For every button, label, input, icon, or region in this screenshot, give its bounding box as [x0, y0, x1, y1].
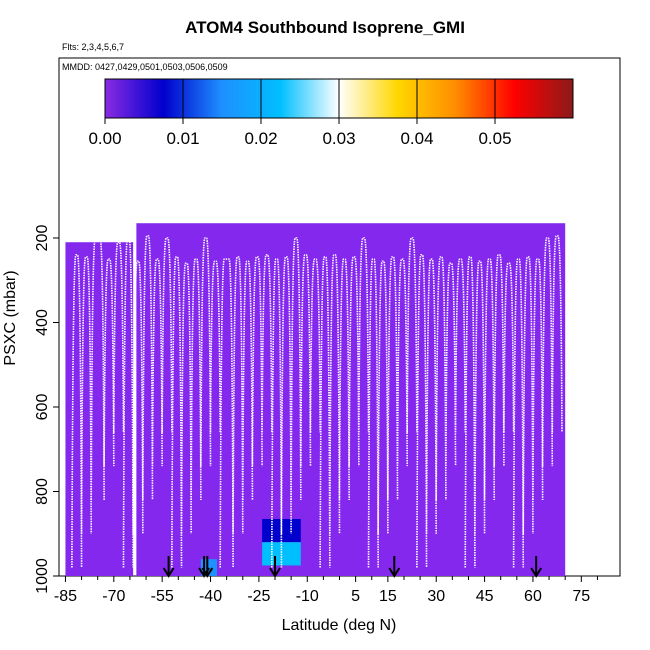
y-tick-label: 1000	[34, 558, 51, 594]
y-tick-label: 400	[34, 309, 51, 336]
colorbar-tick-label: 0.03	[322, 129, 355, 148]
colorbar-tick-label: 0.05	[478, 129, 511, 148]
x-tick-label: -10	[296, 588, 319, 605]
flight-profiles	[71, 235, 563, 568]
x-tick-label: -25	[247, 588, 270, 605]
arrow-head	[162, 567, 175, 578]
axes: -85 -70 -55 -40 -25 -10 5 15 30 45 60 75 200 400 600 80…	[34, 225, 598, 605]
y-tick-label: 800	[34, 478, 51, 505]
x-axis-label: Latitude (deg N)	[282, 617, 397, 634]
arrows	[162, 556, 543, 578]
colorbar-tick-label: 0.01	[166, 129, 199, 148]
x-tick-label: -85	[54, 588, 77, 605]
arrow-head	[530, 567, 543, 578]
dates-note: MMDD: 0427,0429,0501,0503,0506,0509	[62, 62, 228, 72]
x-tick-label: 30	[427, 588, 445, 605]
arrow-head	[388, 567, 401, 578]
x-tick-label: 45	[476, 588, 494, 605]
y-axis-label: PSXC (mbar)	[2, 270, 19, 365]
arrow-head	[201, 567, 214, 578]
flights-note: Flts: 2,3,4,5,6,7	[62, 42, 125, 52]
colorbar-tick-label: 0.04	[400, 129, 433, 148]
y-tick-label: 200	[34, 225, 51, 252]
x-tick-label: 60	[524, 588, 542, 605]
colorbar-tick-label: 0.00	[88, 129, 121, 148]
colorbar-tick-label: 0.02	[244, 129, 277, 148]
chart-title: ATOM4 Southbound Isoprene_GMI	[185, 18, 465, 37]
profile-line	[71, 235, 563, 568]
x-tick-label: -40	[199, 588, 222, 605]
x-tick-label: -55	[151, 588, 174, 605]
y-tick-label: 600	[34, 394, 51, 421]
x-tick-label: 5	[351, 588, 360, 605]
data-field	[65, 223, 566, 576]
x-tick-label: -70	[102, 588, 125, 605]
colorbar: 0.00 0.01 0.02 0.03 0.04 0.05	[88, 78, 574, 148]
field-block	[65, 242, 134, 576]
x-tick-label: 75	[572, 588, 590, 605]
x-tick-label: 15	[379, 588, 397, 605]
